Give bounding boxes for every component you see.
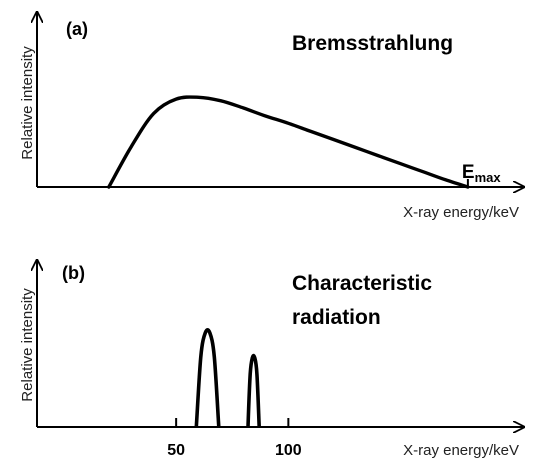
panel-b-x-tick-label-0: 50 — [167, 442, 185, 459]
panel-a-ylabel: Relative intensity — [19, 46, 36, 160]
panel-a-emax-label: Emax — [462, 162, 501, 185]
panel-a-bremsstrahlung-curve — [107, 95, 470, 189]
panel-b-xlabel: X-ray energy/keV — [403, 442, 519, 459]
panel-b-peak-0 — [194, 328, 221, 428]
panel-a-xlabel: X-ray energy/keV — [403, 204, 519, 221]
panel-b-ticks: 50 100 — [167, 418, 302, 459]
panel-b-x-tick-label-1: 100 — [275, 442, 302, 459]
panel-b: (b) Characteristic radiation Relative in… — [19, 260, 524, 459]
panel-b-label: (b) — [62, 263, 85, 283]
panel-b-peaks — [194, 328, 261, 428]
panel-a-title: Bremsstrahlung — [292, 32, 453, 55]
emax-subscript: max — [475, 170, 502, 185]
panel-b-peak-1 — [246, 353, 261, 428]
panel-b-title-line-1: Characteristic — [292, 272, 432, 295]
panel-b-ylabel: Relative intensity — [19, 288, 36, 402]
panel-a-label: (a) — [66, 19, 88, 39]
panel-b-title-line-2: radiation — [292, 306, 381, 329]
panel-a: (a) Bremsstrahlung Relative intensity Em… — [19, 12, 524, 221]
emax-letter: E — [462, 162, 475, 183]
